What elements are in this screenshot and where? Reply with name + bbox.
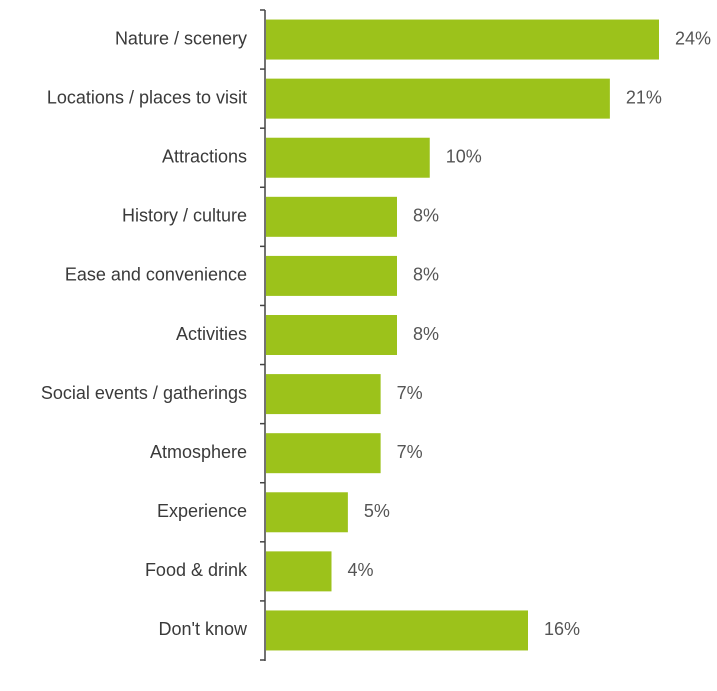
bar bbox=[266, 433, 381, 474]
category-label: Attractions bbox=[162, 146, 247, 166]
bar bbox=[266, 196, 397, 237]
bar bbox=[266, 374, 381, 415]
value-label: 16% bbox=[544, 619, 580, 639]
value-label: 7% bbox=[397, 442, 423, 462]
bar bbox=[266, 255, 397, 296]
value-label: 4% bbox=[348, 560, 374, 580]
labels-layer: Nature / scenery 24% Locations / places to… bbox=[41, 28, 711, 639]
value-label: 8% bbox=[413, 265, 439, 285]
category-label: Ease and convenience bbox=[65, 265, 247, 285]
category-label: Food & drink bbox=[145, 560, 248, 580]
category-label: Atmosphere bbox=[150, 442, 247, 462]
bars-layer bbox=[266, 19, 659, 651]
value-label: 8% bbox=[413, 206, 439, 226]
bar bbox=[266, 492, 348, 533]
category-label: Locations / places to visit bbox=[47, 87, 247, 107]
value-label: 7% bbox=[397, 383, 423, 403]
bar bbox=[266, 315, 397, 355]
category-label: Experience bbox=[157, 501, 247, 521]
value-label: 24% bbox=[675, 28, 711, 48]
axis-layer bbox=[260, 9, 266, 661]
bar bbox=[266, 137, 430, 178]
bar bbox=[266, 551, 332, 592]
value-label: 10% bbox=[446, 146, 482, 166]
category-label: Don't know bbox=[159, 619, 248, 639]
value-label: 8% bbox=[413, 324, 439, 344]
bar bbox=[266, 610, 528, 651]
category-label: Nature / scenery bbox=[115, 28, 247, 48]
category-label: Social events / gatherings bbox=[41, 383, 247, 403]
value-label: 21% bbox=[626, 87, 662, 107]
value-label: 5% bbox=[364, 501, 390, 521]
category-label: Activities bbox=[176, 324, 247, 344]
bar bbox=[266, 19, 659, 60]
bar bbox=[266, 78, 610, 119]
category-label: History / culture bbox=[122, 206, 247, 226]
